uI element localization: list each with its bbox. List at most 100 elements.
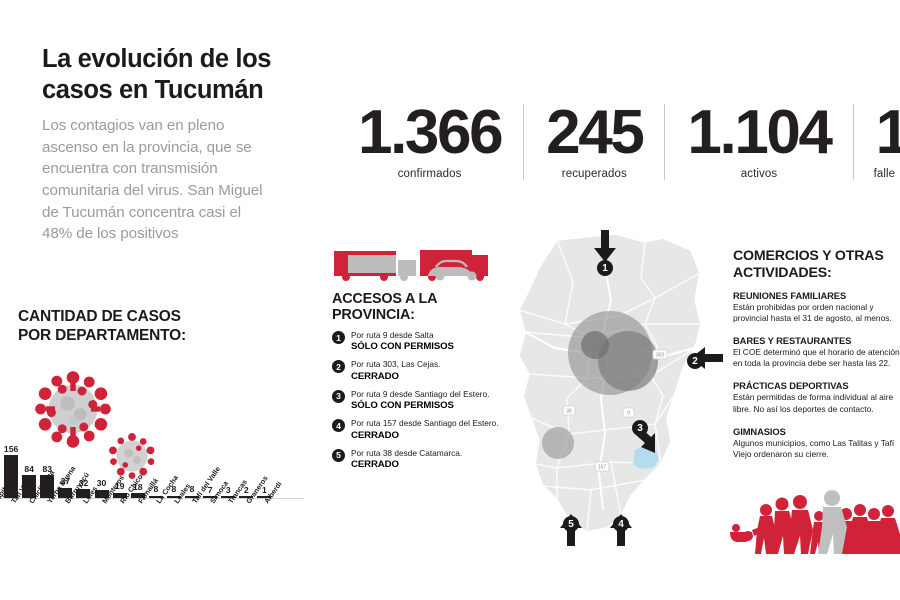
chart-category-labels: Capital Tafí Viejo Chicligasta Yerba Buena B… xyxy=(0,464,316,560)
bar-value-label: 8 xyxy=(189,484,195,495)
comercios-item-heading: PRÁCTICAS DEPORTIVAS xyxy=(733,380,849,392)
bar-category-label-wrap: Monteros xyxy=(95,474,126,560)
kpi-value: 1.366 xyxy=(358,98,504,167)
access-status: CERRADO xyxy=(351,370,399,382)
accesos-title: ACCESOS A LA PROVINCIA: xyxy=(332,291,437,323)
kpi-value: 245 xyxy=(546,98,645,167)
bar-rect xyxy=(148,495,163,498)
chart-bars: 45156848337323019188887321 xyxy=(0,302,316,498)
access-route-text: Por ruta 9 desde Santiago del Estero. xyxy=(351,388,490,399)
kpi-strip: 1.366 confirmados 245 recuperados 1.104 … xyxy=(336,98,900,196)
comercios-panel: COMERCIOS Y OTRAS ACTIVIDADES: REUNIONES… xyxy=(733,248,900,471)
access-route-text: Por ruta 303, Las Cejas. xyxy=(351,359,441,370)
bar-rect xyxy=(166,495,181,498)
kpi-fallecidos: 1 falle xyxy=(852,104,900,180)
headline-block: La evolución de los casos en Tucumán Los… xyxy=(42,44,274,245)
chart-bar: 3 xyxy=(221,302,236,498)
map-marker-2: 2 xyxy=(687,353,703,369)
access-number-badge: 2 xyxy=(332,360,345,374)
comercios-item-heading: BARES Y RESTAURANTES xyxy=(733,335,852,347)
bar-value-label: 8 xyxy=(153,484,159,495)
chart-bar: 7 xyxy=(203,302,218,498)
access-number-badge: 5 xyxy=(332,448,345,462)
comercios-item-body: El COE determinó que el horario de atenc… xyxy=(733,347,900,369)
map-marker-4: 4 xyxy=(613,516,629,532)
access-status: SÓLO CON PERMISOS xyxy=(351,341,454,353)
bar-value-label: 32 xyxy=(78,477,89,488)
chart-bar: 1 xyxy=(257,302,272,498)
page-subtitle: Los contagios van en pleno ascenso en la… xyxy=(42,117,263,243)
bar-rect xyxy=(239,496,254,498)
access-item: 5 Por ruta 38 desde Catamarca. CERRADO xyxy=(332,448,512,470)
access-status: SÓLO CON PERMISOS xyxy=(351,400,454,412)
access-route-text: Por ruta 38 desde Catamarca. xyxy=(351,447,463,458)
bar-value-label: 19 xyxy=(114,481,125,492)
kpi-confirmados: 1.366 confirmados xyxy=(336,98,523,180)
coronavirus-illustration-large xyxy=(35,371,111,448)
bar-rect xyxy=(203,496,218,498)
bar-category-label-wrap: Alberdi xyxy=(257,480,284,560)
bar-category-label-wrap: Famaillá xyxy=(131,476,160,560)
bar-rect xyxy=(221,496,236,498)
kpi-recuperados: 245 recuperados xyxy=(523,98,664,180)
bar-rect xyxy=(130,493,145,498)
kpi-value: 1.104 xyxy=(687,98,833,167)
bar-category-label-wrap: Río Chico xyxy=(113,473,145,560)
bar-category-label-wrap: Chicligasta xyxy=(22,469,56,560)
trucks-and-car-icon xyxy=(334,250,488,281)
access-number-badge: 1 xyxy=(332,331,345,344)
comercios-item-body: Algunos municipios, como Las Talitas y T… xyxy=(733,437,895,459)
access-item: 2 Por ruta 303, Las Cejas. CERRADO xyxy=(332,359,512,382)
chart-bar: 30 xyxy=(94,302,109,498)
bar-value-label: 83 xyxy=(42,463,53,474)
bar-category-label-wrap: Simoca xyxy=(203,479,230,560)
access-number-badge: 3 xyxy=(332,389,345,403)
bar-value-label: 2 xyxy=(243,484,249,495)
kpi-label: activos xyxy=(740,167,778,180)
chart-bar: 8 xyxy=(148,302,163,498)
comercios-item: PRÁCTICAS DEPORTIVAS Están permitidas de … xyxy=(733,380,900,414)
svg-text:38: 38 xyxy=(566,409,572,415)
bar-rect xyxy=(4,455,19,498)
kpi-label: falle xyxy=(873,167,896,180)
comercios-item: GIMNASIOS Algunos municipios, como Las Ta… xyxy=(733,426,900,460)
map-marker-3: 3 xyxy=(632,420,648,436)
map-marker-5: 5 xyxy=(563,516,579,532)
bar-value-label: 8 xyxy=(171,484,177,495)
bar-rect xyxy=(22,475,37,498)
bar-rect xyxy=(257,496,272,498)
bar-category-label-wrap: La Cocha xyxy=(149,473,180,560)
comercios-item: BARES Y RESTAURANTES El COE determinó que… xyxy=(733,335,900,369)
bar-rect xyxy=(112,492,127,498)
bar-rect xyxy=(40,475,55,498)
svg-text:157: 157 xyxy=(598,465,607,471)
page-title: La evolución de los casos en Tucumán xyxy=(42,45,272,105)
bar-rect xyxy=(185,495,200,498)
chart-bar: 37 xyxy=(58,302,73,498)
comercios-item-heading: REUNIONES FAMILIARES xyxy=(733,290,847,302)
bar-category-label-wrap: Trancas xyxy=(221,478,249,560)
chart-bar: 18 xyxy=(130,302,145,498)
arrow-down-1 xyxy=(594,230,616,262)
access-route-text: Por ruta 157 desde Santiago del Estero. xyxy=(351,418,499,429)
chart-bar: 8 xyxy=(185,302,200,498)
chart-bar: 2 xyxy=(239,302,254,498)
bar-category-label-wrap: Yerba Buena xyxy=(40,464,77,560)
map-marker-1: 1 xyxy=(597,260,613,276)
coronavirus-illustration-small xyxy=(109,433,155,479)
chart-title: CANTIDAD DE CASOS POR DEPARTAMENTO: xyxy=(18,308,186,344)
bar-rect xyxy=(58,487,73,498)
comercios-title: COMERCIOS Y OTRAS ACTIVIDADES: xyxy=(733,248,884,282)
bar-category-label-wrap: Lules xyxy=(76,485,99,560)
bar-category-label-wrap: Leales xyxy=(167,482,192,560)
chart-bar: 8 xyxy=(166,302,181,498)
comercios-list: REUNIONES FAMILIARES Están prohibidas por… xyxy=(733,290,900,460)
access-status: CERRADO xyxy=(351,429,399,441)
svg-text:9: 9 xyxy=(627,411,630,417)
kpi-activos: 1.104 activos xyxy=(664,98,852,180)
people-silhouettes-icon xyxy=(730,490,900,554)
access-route-text: Por ruta 9 desde Salta xyxy=(351,330,434,340)
chart-bar: 84 xyxy=(22,302,37,498)
access-item: 1 Por ruta 9 desde Salta SÓLO CON PERMISOS xyxy=(332,330,512,352)
